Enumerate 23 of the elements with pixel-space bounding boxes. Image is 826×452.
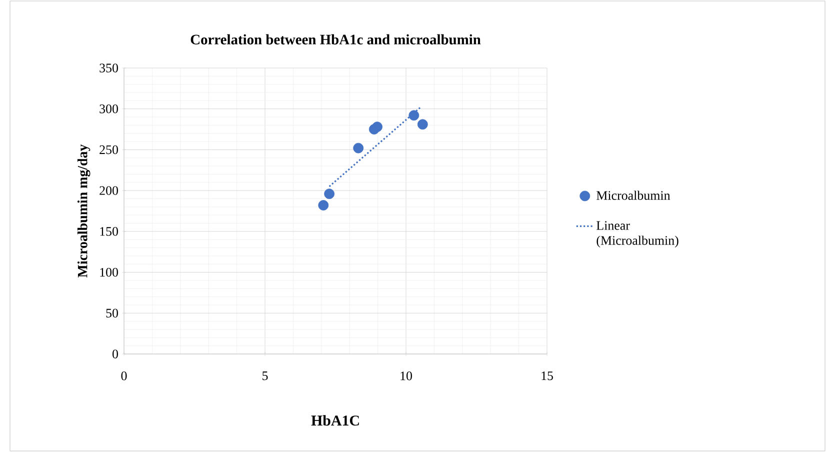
point <box>324 188 335 200</box>
y-tick-label: 100 <box>100 268 118 277</box>
point <box>372 122 382 132</box>
x-axis-title: HbA1C <box>311 415 359 426</box>
point <box>353 142 364 154</box>
y-tick-label: 200 <box>100 186 118 195</box>
point <box>408 110 420 121</box>
x-tick-label: 15 <box>542 372 553 380</box>
y-tick-label: 50 <box>106 308 118 318</box>
chart-title: Correlation between HbA1c and microalbumin <box>190 34 481 44</box>
y-tick-label: 0 <box>112 350 118 358</box>
x-tick-label: 0 <box>121 372 127 380</box>
x-tick-label: 5 <box>262 372 268 380</box>
y-tick-label: 250 <box>100 145 118 154</box>
point <box>417 119 428 130</box>
y-axis-title: Microalbumin mg/day <box>77 144 90 278</box>
point <box>318 200 329 210</box>
legend-label: Linear (Microalbumin) <box>596 221 678 248</box>
y-tick-label: 350 <box>100 64 118 72</box>
legend-label: Microalbumin <box>596 190 670 200</box>
y-tick-label: 150 <box>100 227 118 236</box>
y-tick-label: 300 <box>100 104 118 114</box>
x-tick-label: 10 <box>400 372 412 380</box>
